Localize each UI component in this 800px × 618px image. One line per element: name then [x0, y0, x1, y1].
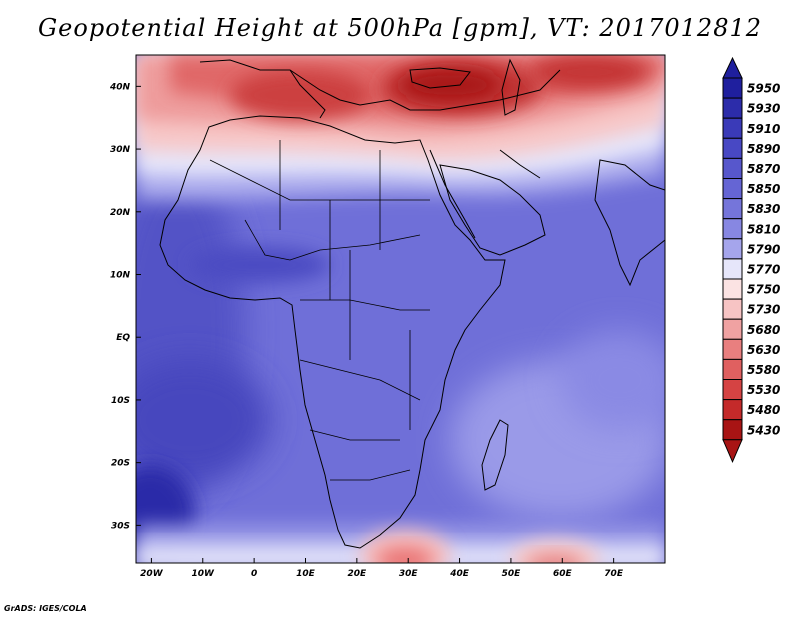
colorbar-swatch [722, 419, 743, 441]
y-tick-label: 20N [110, 208, 131, 218]
y-tick-label: 30S [111, 521, 130, 531]
geopotential-height-field [136, 55, 665, 563]
colorbar-swatch [722, 258, 743, 280]
x-tick-label: 20E [348, 569, 368, 579]
colorbar-label: 5910 [747, 122, 780, 136]
colorbar-bottom-arrow [722, 439, 743, 464]
x-tick-label: 20W [140, 569, 164, 579]
colorbar-swatch [722, 278, 743, 300]
colorbar-label: 5430 [747, 423, 780, 437]
colorbar-label: 5930 [747, 102, 780, 116]
x-tick-label: 0 [251, 569, 257, 579]
colorbar-label: 5750 [747, 283, 780, 297]
colorbar-label: 5890 [747, 142, 780, 156]
coastlines [159, 58, 665, 549]
colorbar-swatch [722, 298, 743, 320]
colorbar-label: 5730 [747, 303, 780, 317]
arabia-coastline [439, 164, 546, 256]
black-sea-coastline [409, 67, 471, 89]
country-borders [209, 140, 430, 481]
colorbar-swatch [722, 218, 743, 240]
colorbar-label: 5850 [747, 182, 780, 196]
colorbar-label: 5770 [747, 262, 780, 276]
colorbar-swatch [722, 157, 743, 179]
colorbar-label: 5530 [747, 383, 780, 397]
colorbar-label: 5790 [747, 242, 780, 256]
colorbar-top-arrow [722, 56, 743, 79]
colorbar-swatch [722, 338, 743, 360]
africa-coastline [159, 115, 506, 549]
y-axis: 40N 30N 20N 10N EQ 10S 20S 30S [109, 82, 141, 531]
x-tick-label: 60E [553, 569, 573, 579]
red-sea-coastline [429, 149, 476, 239]
persian-gulf-coastline [499, 149, 541, 179]
colorbar-label: 5950 [747, 82, 780, 96]
colorbar: 5950 5930 5910 5890 5870 5850 5830 5810 5790 5770… [722, 56, 780, 464]
x-tick-label: 70E [604, 569, 624, 579]
colorbar-label: 5680 [747, 323, 780, 337]
colorbar-label: 5580 [747, 363, 780, 377]
colorbar-swatch [722, 178, 743, 200]
colorbar-label: 5870 [747, 162, 780, 176]
colorbar-label: 5810 [747, 222, 780, 236]
x-tick-label: 50E [502, 569, 522, 579]
india-coastline [594, 159, 665, 287]
y-tick-label: EQ [116, 333, 130, 343]
colorbar-label: 5480 [747, 403, 780, 417]
colorbar-label: 5830 [747, 202, 780, 216]
colorbar-swatch [722, 379, 743, 401]
colorbar-swatch [722, 117, 743, 139]
colorbar-swatch [722, 358, 743, 380]
colorbar-swatch [722, 97, 743, 119]
x-tick-label: 10E [296, 569, 316, 579]
map-frame [135, 54, 666, 564]
caspian-coastline [501, 58, 521, 116]
x-axis: 20W 10W 0 10E 20E 30E 40E 50E 60E 70E [140, 558, 624, 579]
y-tick-label: 30N [110, 145, 131, 155]
colorbar-swatch [722, 238, 743, 260]
europe-coastline [199, 59, 561, 111]
y-tick-label: 40N [109, 82, 131, 92]
colorbar-label: 5630 [747, 343, 780, 357]
chart-title: Geopotential Height at 500hPa [gpm], VT:… [38, 14, 762, 42]
y-tick-label: 10S [111, 396, 130, 406]
madagascar-coastline [481, 419, 509, 491]
y-tick-label: 10N [110, 271, 131, 281]
grads-credit: GrADS: IGES/COLA [4, 604, 87, 613]
italy-coastline [289, 69, 326, 119]
colorbar-swatch [722, 399, 743, 421]
colorbar-swatch [722, 198, 743, 220]
colorbar-swatch [722, 318, 743, 340]
x-tick-label: 40E [449, 569, 470, 579]
y-tick-label: 20S [111, 459, 130, 469]
colorbar-swatch [722, 137, 743, 159]
x-tick-label: 10W [192, 569, 216, 579]
x-tick-label: 30E [399, 569, 419, 579]
colorbar-swatch [722, 77, 743, 99]
